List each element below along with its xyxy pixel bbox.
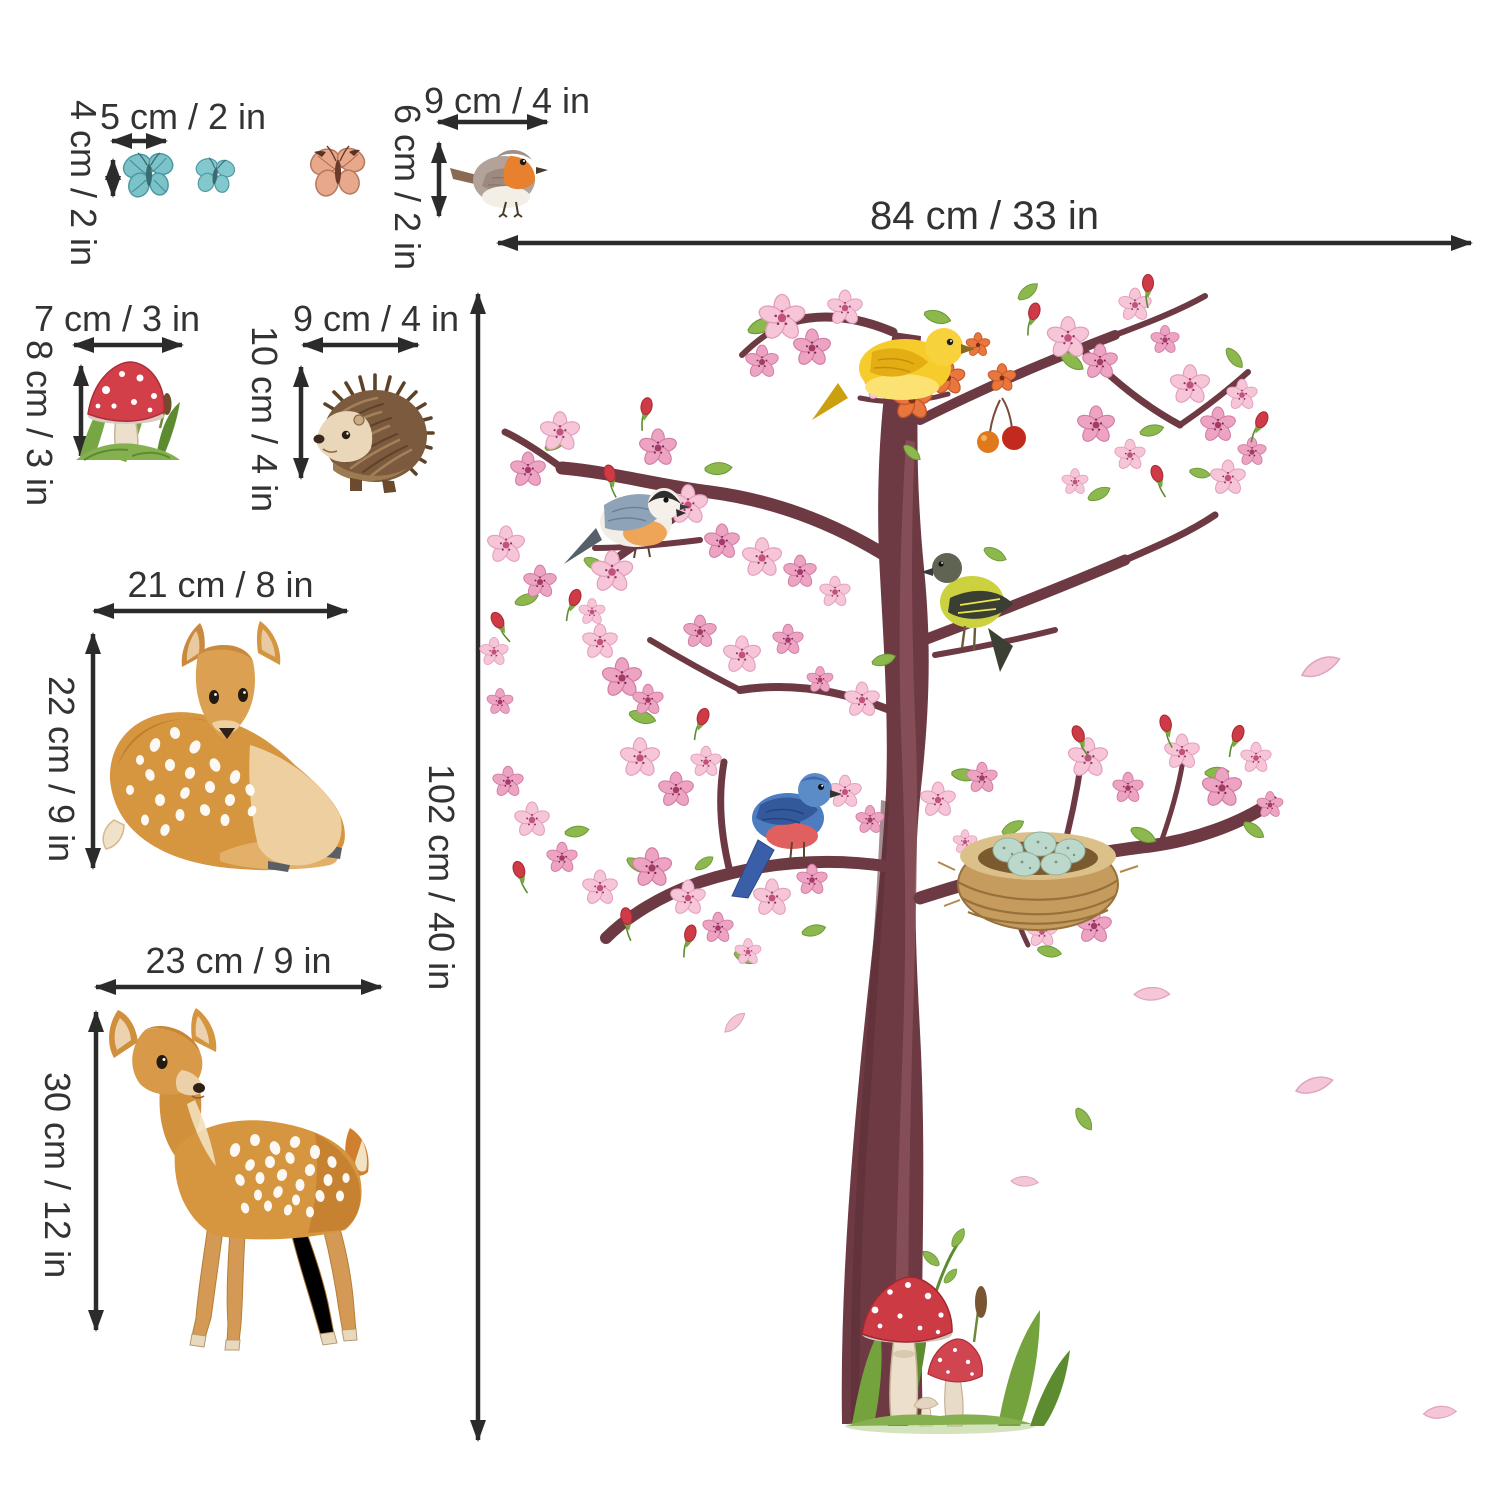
- tree-base-vegetation: [845, 1225, 1070, 1434]
- tree-width-label: 84 cm / 33 in: [869, 194, 1099, 238]
- yellow-bird: [812, 328, 975, 420]
- blue-bird: [731, 773, 842, 899]
- mushroom-illustration: [76, 361, 180, 462]
- chickadee-bird: [564, 488, 690, 564]
- robin-bird-illustration: [450, 149, 548, 218]
- pink-butterfly-illustration: [309, 145, 366, 197]
- yellow-black-bird: [921, 553, 1013, 672]
- standing-deer-width-label: 23 cm / 9 in: [145, 940, 332, 981]
- hedgehog-illustration: [313, 373, 435, 494]
- cherries: [977, 397, 1026, 453]
- butterfly-width-label: 5 cm / 2 in: [100, 96, 267, 137]
- hedgehog-width-label: 9 cm / 4 in: [292, 298, 460, 339]
- lying-deer-width-label: 21 cm / 8 in: [127, 564, 314, 605]
- bird-nest: [937, 831, 1139, 931]
- mushroom-width-label: 7 cm / 3 in: [33, 298, 201, 339]
- blue-butterfly-illustration: [195, 157, 236, 193]
- lying-deer-illustration: [102, 621, 345, 872]
- standing-deer-illustration: [109, 1008, 369, 1351]
- blossom-tree-illustration: [478, 273, 1458, 1434]
- blue-butterfly-illustration: [122, 152, 174, 198]
